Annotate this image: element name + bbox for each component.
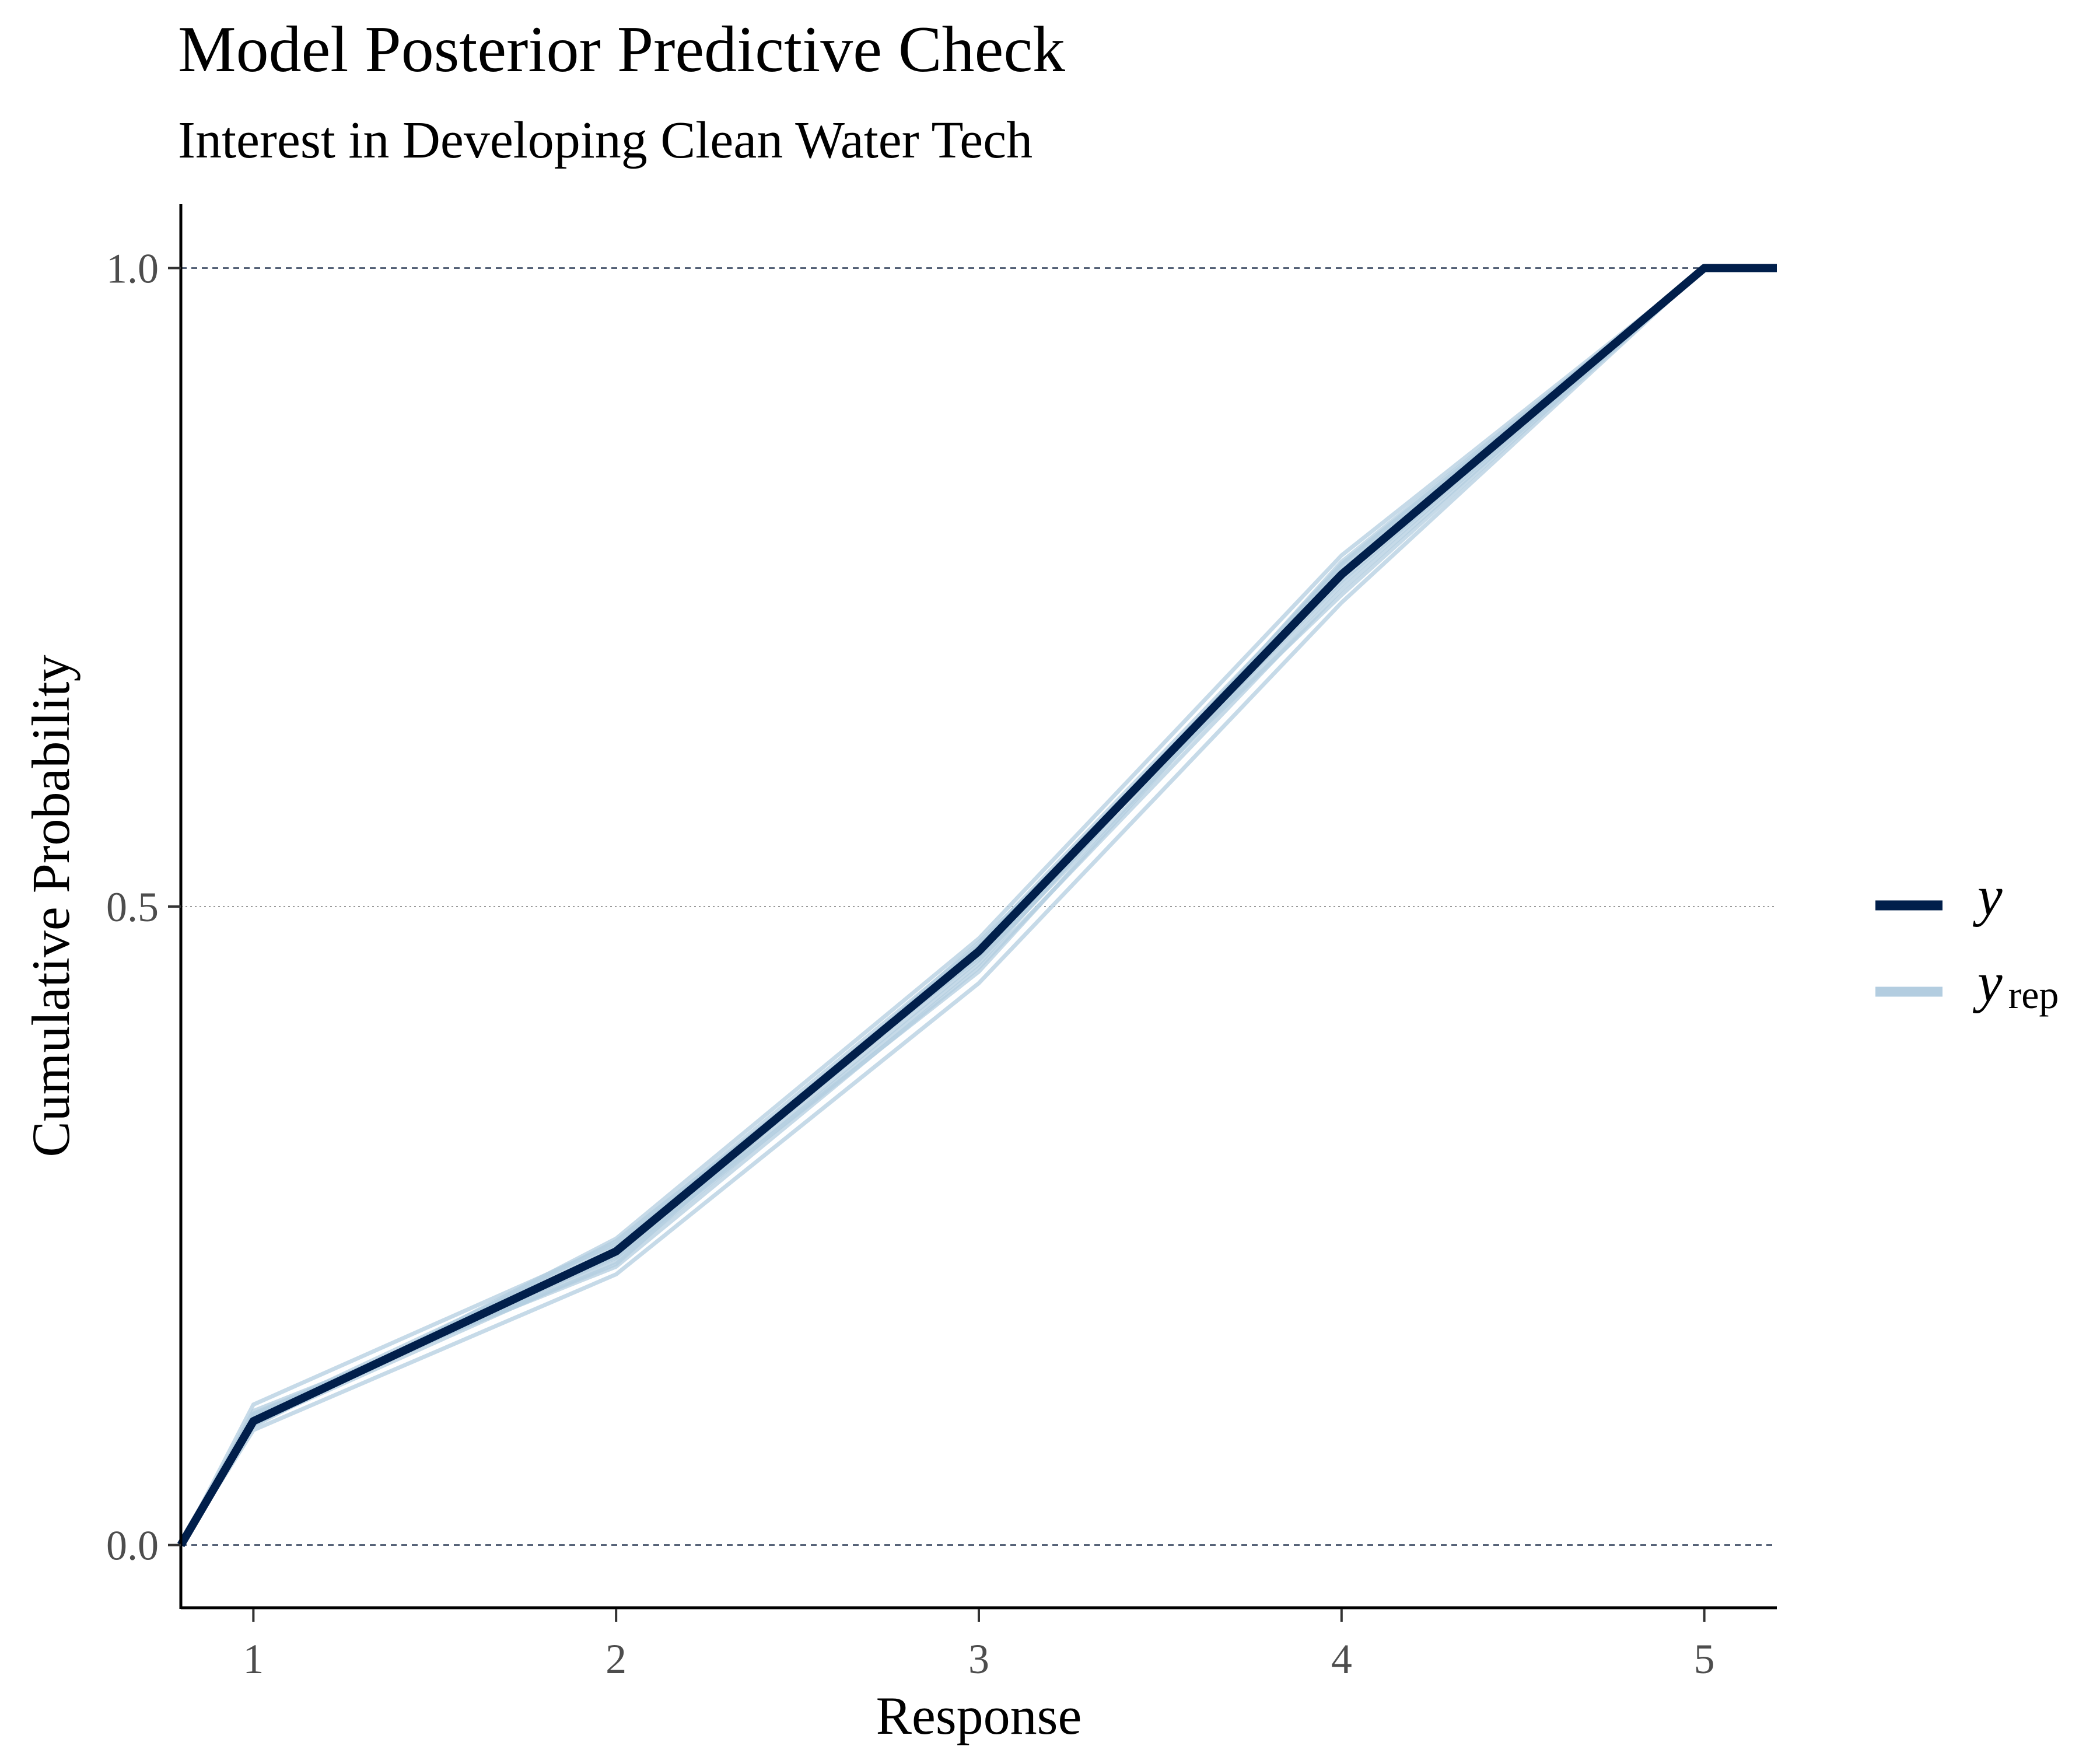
x-ticks: 1 2 3 4 5 — [243, 1609, 1715, 1682]
x-tick-label-4: 5 — [1694, 1636, 1715, 1682]
y-axis-label: Cumulative Probability — [21, 655, 80, 1157]
x-axis-label: Response — [876, 1686, 1082, 1745]
y-line-layer — [177, 264, 1777, 1548]
y-tick-label-0: 0.0 — [106, 1523, 159, 1569]
legend-yrep-text: y rep — [1972, 951, 2059, 1017]
chart-subtitle: Interest in Developing Clean Water Tech — [178, 111, 1032, 169]
x-tick-label-3: 4 — [1331, 1636, 1352, 1682]
y-tick-label-2: 1.0 — [106, 245, 159, 292]
y-ticks: 0.0 0.5 1.0 — [106, 245, 181, 1569]
x-tick-label-0: 1 — [243, 1636, 264, 1682]
grid-lines — [181, 267, 1777, 1546]
legend-yrep-label: y — [1972, 951, 2003, 1013]
legend-yrep-subscript: rep — [2008, 972, 2059, 1017]
x-tick-label-1: 2 — [606, 1636, 626, 1682]
legend-y-label: y — [1972, 865, 2003, 927]
x-tick-label-2: 3 — [968, 1636, 989, 1682]
chart-title: Model Posterior Predictive Check — [178, 13, 1065, 86]
y-line — [177, 264, 1777, 1548]
y-tick-label-1: 0.5 — [106, 884, 159, 930]
legend: y y rep — [1875, 865, 2059, 1017]
